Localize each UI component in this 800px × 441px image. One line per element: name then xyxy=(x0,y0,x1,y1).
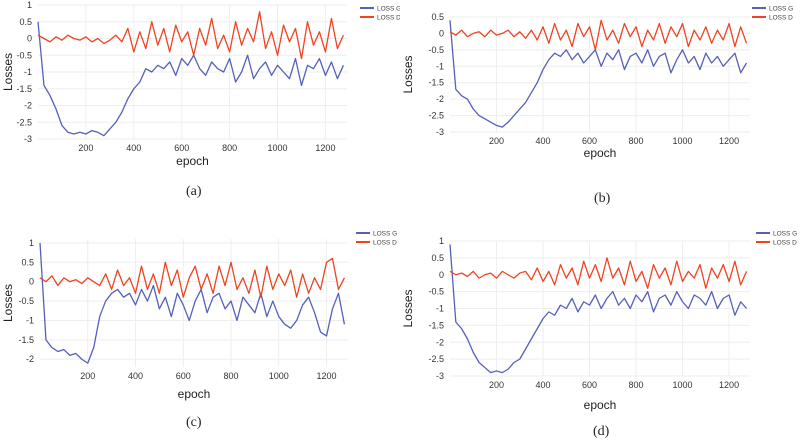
y-tick-label: 1 xyxy=(27,0,32,10)
legend-entry: LOSS D xyxy=(373,240,397,247)
series-line-loss-d xyxy=(449,19,748,51)
y-tick-label: -0.5 xyxy=(428,45,444,55)
y-tick-label: -2.5 xyxy=(16,117,32,127)
y-axis-label: Losses xyxy=(401,289,415,327)
y-axis-label: Losses xyxy=(401,55,415,93)
x-tick-label: 600 xyxy=(174,143,189,153)
series-line-loss-g xyxy=(449,244,748,374)
y-tick-label: -3 xyxy=(436,127,444,137)
y-tick-label: -0.5 xyxy=(428,287,444,297)
y-tick-label: 1 xyxy=(439,236,444,246)
y-tick-label: -2 xyxy=(436,337,444,347)
legend-entry: LOSS G xyxy=(373,231,397,238)
x-tick-label: 1200 xyxy=(316,371,336,381)
y-tick-label: 0 xyxy=(29,277,34,287)
panel-label-d: (d) xyxy=(593,424,610,439)
legend-entry: LOSS D xyxy=(773,240,797,247)
series-line-loss-g xyxy=(449,20,748,128)
x-tick-label: 400 xyxy=(126,143,141,153)
x-tick-label: 800 xyxy=(222,143,237,153)
y-axis-label: Losses xyxy=(1,53,15,91)
x-tick-label: 400 xyxy=(536,380,551,390)
x-tick-label: 1000 xyxy=(268,143,288,153)
legend-entry: LOSS G xyxy=(769,6,793,13)
panel-label-c: (c) xyxy=(186,415,202,430)
y-tick-label: -0.5 xyxy=(18,296,34,306)
x-tick-label: 200 xyxy=(489,136,504,146)
x-axis-label: epoch xyxy=(178,387,211,401)
x-tick-label: 1000 xyxy=(673,136,693,146)
x-tick-label: 200 xyxy=(80,371,95,381)
y-tick-label: -2 xyxy=(26,354,34,364)
x-tick-label: 600 xyxy=(582,380,597,390)
y-tick-label: -2 xyxy=(436,94,444,104)
series-line-loss-g xyxy=(37,21,345,137)
legend-entry: LOSS D xyxy=(377,15,400,22)
y-tick-label: -1 xyxy=(24,67,32,77)
y-tick-label: -1 xyxy=(26,315,34,325)
y-tick-label: -1.5 xyxy=(428,78,444,88)
panel-label-a: (a) xyxy=(186,184,202,199)
x-tick-label: 800 xyxy=(223,371,238,381)
chart-panel-b: 200 400 600 800 1000 1200 0.5 0 -0.5 -1 -1.5 -2 -2.5… xyxy=(400,0,800,185)
x-tick-label: 1200 xyxy=(719,136,739,146)
y-axis-label: Losses xyxy=(1,284,15,322)
chart-c: 200 400 600 800 1000 1200 1 0.5 0 -0.5 -1 -1.5 -2 epo… xyxy=(1,231,397,402)
x-tick-label: 600 xyxy=(582,136,597,146)
x-tick-label: 200 xyxy=(78,143,93,153)
y-tick-label: 0 xyxy=(27,34,32,44)
x-tick-label: 400 xyxy=(536,136,551,146)
y-tick-label: -2.5 xyxy=(428,111,444,121)
y-tick-label: -3 xyxy=(24,134,32,144)
y-tick-label: 0 xyxy=(439,270,444,280)
x-axis-label: epoch xyxy=(176,154,209,168)
x-tick-label: 600 xyxy=(176,371,191,381)
series-line-loss-d xyxy=(39,257,345,298)
x-tick-label: 800 xyxy=(629,380,644,390)
x-axis-label: epoch xyxy=(584,398,617,412)
panel-label-b: (b) xyxy=(594,191,611,206)
chart-panel-d: 200 400 600 800 1000 1200 1 0.5 0 -0.5 -1 -1.5 -2 -2.… xyxy=(400,225,800,425)
y-tick-label: -3 xyxy=(436,371,444,381)
x-tick-label: 1200 xyxy=(719,380,739,390)
legend-entry: LOSS G xyxy=(377,6,400,13)
y-tick-label: 0.5 xyxy=(21,257,34,267)
y-tick-label: 0 xyxy=(439,28,444,38)
x-tick-label: 200 xyxy=(489,380,504,390)
chart-panel-c: 200 400 600 800 1000 1200 1 0.5 0 -0.5 -1 -1.5 -2 epo… xyxy=(0,225,400,415)
y-tick-label: -2 xyxy=(24,101,32,111)
series-line-loss-d xyxy=(37,11,345,60)
y-tick-label: 0.5 xyxy=(19,17,32,27)
y-tick-label: -1 xyxy=(436,61,444,71)
series-line-loss-d xyxy=(449,257,748,289)
y-tick-label: -0.5 xyxy=(16,50,32,60)
legend-entry: LOSS G xyxy=(773,231,797,238)
x-tick-label: 800 xyxy=(629,136,644,146)
y-tick-label: -1 xyxy=(436,304,444,314)
y-tick-label: -1.5 xyxy=(18,335,34,345)
y-tick-label: -2.5 xyxy=(428,354,444,364)
legend-entry: LOSS D xyxy=(769,15,793,22)
x-tick-label: 400 xyxy=(128,371,143,381)
chart-a: 200 400 600 800 1000 1200 1 0.5 0 -0.5 -1 -1.5 -2 -2.… xyxy=(1,0,401,168)
y-tick-label: 1 xyxy=(29,238,34,248)
x-tick-label: 1000 xyxy=(269,371,289,381)
x-tick-label: 1000 xyxy=(673,380,693,390)
y-tick-label: 0.5 xyxy=(431,12,444,22)
y-tick-label: -1.5 xyxy=(16,84,32,94)
chart-panel-a: 200 400 600 800 1000 1200 1 0.5 0 -0.5 -1 -1.5 -2 -2.… xyxy=(0,0,401,185)
x-axis-label: epoch xyxy=(584,146,617,160)
y-tick-label: 0.5 xyxy=(431,253,444,263)
y-tick-label: -1.5 xyxy=(428,320,444,330)
series-line-loss-g xyxy=(39,242,346,364)
x-tick-label: 1200 xyxy=(315,143,335,153)
chart-b: 200 400 600 800 1000 1200 0.5 0 -0.5 -1 -1.5 -2 -2.5… xyxy=(401,6,793,161)
chart-d: 200 400 600 800 1000 1200 1 0.5 0 -0.5 -1 -1.5 -2 -2.… xyxy=(401,231,797,413)
